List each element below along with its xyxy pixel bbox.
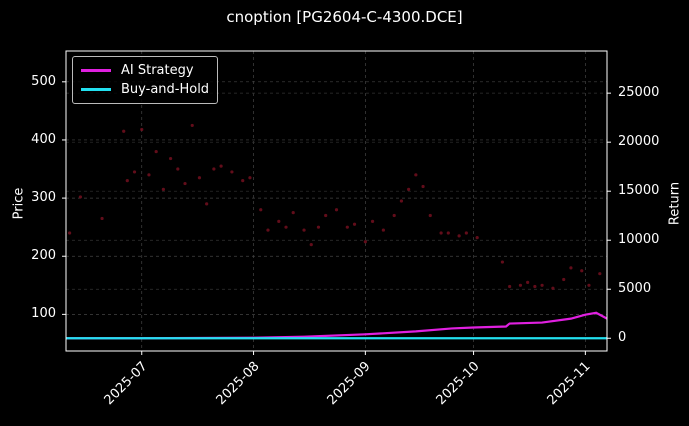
y-right-tick-label: 20000 [618,134,660,150]
y-left-tick-label: 400 [31,131,56,147]
y-right-tick-label: 15000 [618,183,660,199]
legend-label: AI Strategy [121,62,194,78]
y-left-tick-label: 100 [31,306,56,322]
legend-item-ai-strategy: AI Strategy [81,61,194,79]
y-right-tick-label: 5000 [618,281,652,297]
plot-frame [65,50,608,352]
legend-swatch-icon [81,68,111,72]
price-scatter [68,123,602,290]
legend-swatch-icon [81,87,111,91]
y-right-tick-label: 0 [618,330,627,346]
legend-label: Buy-and-Hold [121,81,210,97]
series-lines [66,311,608,340]
y-right-tick-label: 10000 [618,232,660,248]
y-axis-right-label: Return [667,181,683,226]
y-left-tick-label: 300 [31,190,56,206]
chart-title: cnoption [PG2604-C-4300.DCE] [226,8,463,26]
y-left-tick-label: 500 [31,73,56,89]
y-left-tick-label: 200 [31,248,56,264]
legend-item-buy-and-hold: Buy-and-Hold [81,80,209,98]
y-right-tick-label: 25000 [618,85,660,101]
legend: AI Strategy Buy-and-Hold [72,56,218,104]
axis-ticks [62,81,611,355]
